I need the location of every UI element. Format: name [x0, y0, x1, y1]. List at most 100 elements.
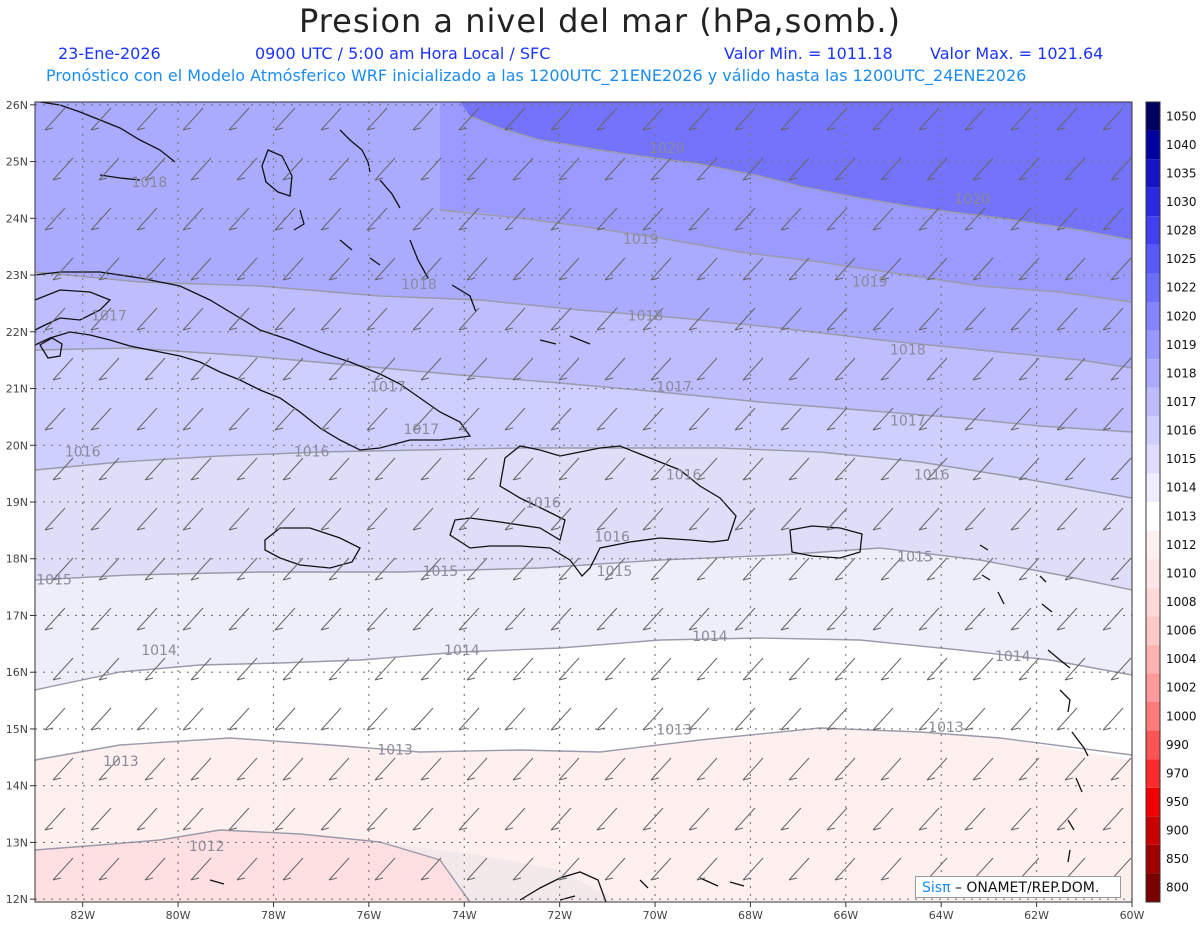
- wind-barb: [780, 407, 802, 431]
- wind-barb: [328, 457, 350, 481]
- wind-barb: [282, 457, 304, 481]
- wind-barb: [458, 107, 480, 131]
- wind-barb: [374, 257, 396, 281]
- wind-barb: [742, 157, 764, 181]
- wind-barb: [972, 357, 994, 381]
- isobar-label: 1014: [692, 629, 728, 645]
- wind-barb: [282, 557, 304, 581]
- colorbar-label: 970: [1166, 766, 1189, 780]
- wind-barb: [182, 107, 204, 131]
- coast-south-america: [209, 871, 745, 902]
- wind-barb: [282, 357, 304, 381]
- wind-barb: [1102, 807, 1124, 831]
- wind-barb: [458, 607, 480, 631]
- isobar-label: 1012: [189, 839, 225, 855]
- wind-barb: [420, 457, 442, 481]
- wind-barb: [688, 507, 710, 531]
- colorbar-label: 1004: [1166, 652, 1197, 666]
- wind-barb: [1110, 457, 1132, 481]
- wind-barb: [604, 857, 626, 881]
- wind-barb: [688, 407, 710, 431]
- wind-barb: [136, 407, 158, 431]
- colorbar-swatch: [1146, 759, 1160, 788]
- wind-barb: [466, 357, 488, 381]
- wind-barb: [926, 657, 948, 681]
- wind-barb: [512, 857, 534, 881]
- colorbar-swatch: [1146, 559, 1160, 588]
- lon-label: 74W: [452, 909, 477, 922]
- lat-label: 22N: [6, 326, 28, 339]
- wind-barb: [1110, 357, 1132, 381]
- wind-barb: [52, 157, 74, 181]
- wind-barb: [742, 757, 764, 781]
- wind-barb: [228, 307, 250, 331]
- wind-barb: [412, 807, 434, 831]
- wind-barb: [1110, 657, 1132, 681]
- wind-barb: [98, 757, 120, 781]
- wind-barb: [880, 557, 902, 581]
- colorbar-label: 1050: [1166, 109, 1197, 123]
- colorbar-label: 1006: [1166, 624, 1197, 638]
- wind-barb: [964, 207, 986, 231]
- wind-barb: [52, 357, 74, 381]
- colorbar-label: 800: [1166, 881, 1189, 895]
- wind-barb: [228, 407, 250, 431]
- wind-barb: [964, 307, 986, 331]
- wind-barb: [190, 557, 212, 581]
- wind-barb: [228, 807, 250, 831]
- colorbar-swatch: [1146, 216, 1160, 245]
- wind-barb: [734, 107, 756, 131]
- wind-barb: [788, 457, 810, 481]
- wind-barb: [190, 157, 212, 181]
- lon-label: 62W: [1024, 909, 1049, 922]
- wind-barb: [374, 357, 396, 381]
- lat-label: 14N: [6, 780, 28, 793]
- wind-barb: [826, 107, 848, 131]
- lat-label: 15N: [6, 723, 28, 736]
- wind-barb: [742, 657, 764, 681]
- wind-barb: [144, 657, 166, 681]
- wind-barb: [1010, 407, 1032, 431]
- wind-barb: [412, 607, 434, 631]
- wind-barb: [504, 807, 526, 831]
- wind-barb: [466, 657, 488, 681]
- coast-bahamas: [293, 129, 591, 345]
- wind-barb: [190, 257, 212, 281]
- lat-label: 16N: [6, 666, 28, 679]
- wind-barb: [1018, 657, 1040, 681]
- wind-barb: [512, 757, 534, 781]
- wind-barb: [642, 107, 664, 131]
- wind-barb: [466, 457, 488, 481]
- wind-barb: [144, 157, 166, 181]
- wind-barb: [282, 857, 304, 881]
- wind-barb: [236, 657, 258, 681]
- wind-barb: [466, 557, 488, 581]
- colorbar-swatch: [1146, 730, 1160, 760]
- axis-ticks: 82W 80W 78W 76W 74W 72W 70W 68W 66W 64W 62W 60W 26N 2…: [6, 99, 1145, 922]
- wind-barb: [642, 707, 664, 731]
- wind-barb: [282, 257, 304, 281]
- wind-barb: [696, 157, 718, 181]
- isobar-label: 1018: [628, 308, 664, 324]
- wind-barb: [512, 257, 534, 281]
- lat-label: 18N: [6, 553, 28, 566]
- wind-barb: [880, 857, 902, 881]
- colorbar-label: 1018: [1166, 366, 1197, 380]
- wind-barb: [412, 407, 434, 431]
- wind-barb: [1064, 757, 1086, 781]
- wind-barb: [734, 307, 756, 331]
- wind-barb: [512, 357, 534, 381]
- wind-barb: [228, 107, 250, 131]
- wind-barb: [90, 507, 112, 531]
- wind-barb: [734, 607, 756, 631]
- wind-barb: [98, 257, 120, 281]
- wind-barb: [466, 857, 488, 881]
- wind-barb: [44, 407, 66, 431]
- wind-barb: [642, 507, 664, 531]
- wind-barb: [90, 807, 112, 831]
- wind-barb: [918, 607, 940, 631]
- isobar-label: 1016: [294, 445, 330, 461]
- wind-barb: [366, 407, 388, 431]
- wind-barb: [834, 657, 856, 681]
- wind-barb: [972, 457, 994, 481]
